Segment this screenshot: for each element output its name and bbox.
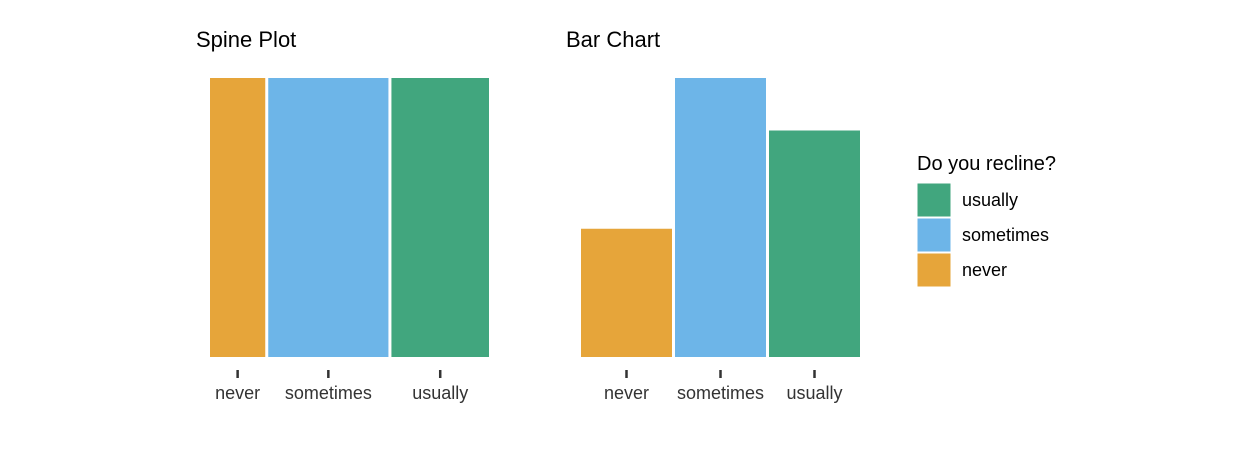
legend-title: Do you recline? (917, 153, 1056, 175)
bar-tick-label-never: never (604, 383, 649, 403)
bar-sometimes (675, 78, 766, 357)
spine-plot: Spine Plot never sometimes usually (196, 27, 489, 403)
spine-bar-sometimes (268, 78, 389, 357)
spine-tick-label-usually: usually (412, 383, 468, 403)
legend-label-usually: usually (962, 190, 1018, 210)
spine-plot-title: Spine Plot (196, 27, 296, 52)
spine-plot-x-axis: never sometimes usually (215, 370, 468, 403)
legend-swatch-never (916, 252, 952, 288)
spine-tick-label-sometimes: sometimes (285, 383, 372, 403)
legend-label-sometimes: sometimes (962, 225, 1049, 245)
legend-swatch-usually (916, 182, 952, 218)
spine-tick-label-never: never (215, 383, 260, 403)
legend-label-never: never (962, 260, 1007, 280)
bar-chart-bars (581, 78, 860, 357)
bar-tick-label-usually: usually (786, 383, 842, 403)
spine-bar-usually (391, 78, 489, 357)
bar-usually (769, 130, 860, 357)
bar-never (581, 228, 672, 357)
bar-chart-x-axis: never sometimes usually (604, 370, 843, 403)
spine-plot-bars (210, 78, 489, 357)
legend-items: usually sometimes never (916, 182, 1049, 288)
bar-chart: Bar Chart never sometimes usually (566, 27, 860, 403)
bar-chart-title: Bar Chart (566, 27, 660, 52)
legend-swatch-sometimes (916, 217, 952, 253)
spine-bar-never (210, 78, 266, 357)
legend: Do you recline? usually sometimes never (916, 153, 1056, 288)
bar-tick-label-sometimes: sometimes (677, 383, 764, 403)
